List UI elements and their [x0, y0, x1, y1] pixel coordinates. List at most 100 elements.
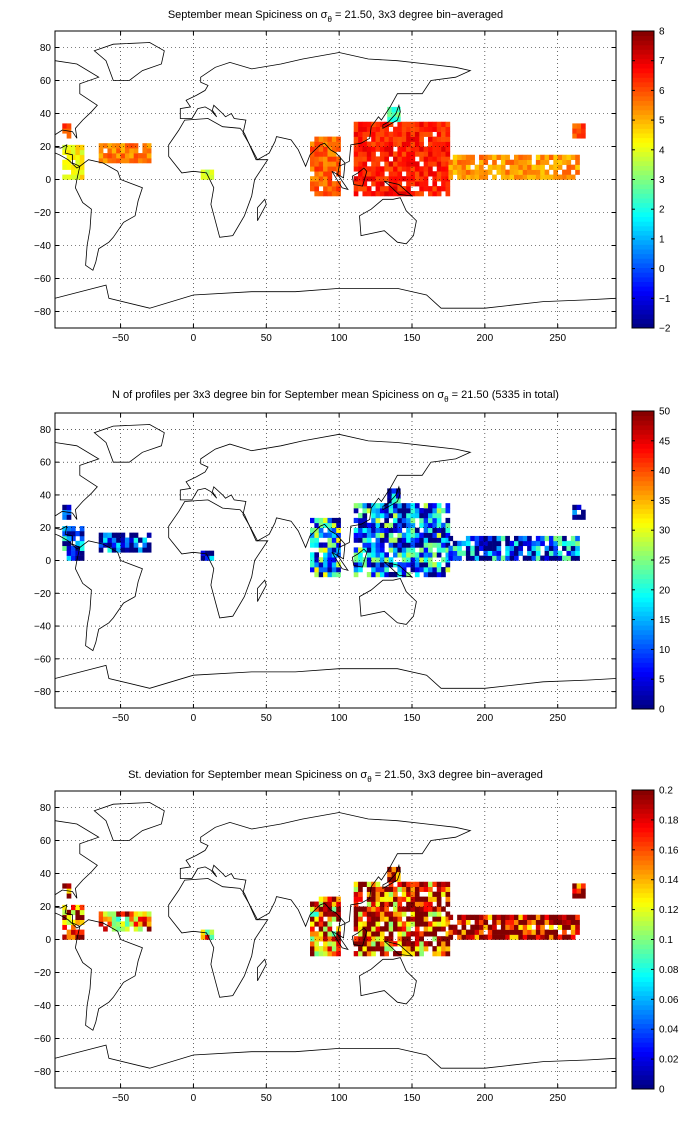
- data-cell: [505, 545, 510, 551]
- data-cell: [331, 136, 337, 142]
- data-cell: [553, 934, 559, 940]
- data-cell: [397, 527, 403, 533]
- data-cell: [371, 911, 376, 917]
- data-cell: [384, 503, 389, 509]
- data-cell: [366, 891, 372, 897]
- data-cell: [401, 881, 407, 887]
- data-cell: [384, 911, 389, 917]
- data-cell: [327, 936, 333, 942]
- colorbar-swatch: [632, 685, 654, 691]
- data-cell: [406, 951, 411, 957]
- data-cell: [461, 540, 467, 547]
- data-cell: [62, 909, 67, 916]
- data-cell: [310, 527, 315, 533]
- data-cell: [581, 128, 586, 134]
- data-cell: [379, 151, 385, 157]
- data-cell: [410, 146, 416, 152]
- data-cell: [432, 936, 438, 942]
- data-cell: [410, 881, 416, 887]
- data-cell: [572, 504, 577, 510]
- data-cell: [397, 886, 403, 892]
- data-cell: [419, 176, 424, 182]
- data-cell: [428, 517, 433, 524]
- data-cell: [522, 540, 528, 547]
- data-cell: [379, 552, 385, 558]
- data-cell: [75, 914, 81, 920]
- data-cell: [393, 171, 398, 177]
- data-cell: [384, 567, 389, 573]
- data-cell: [371, 121, 376, 127]
- data-cell: [353, 146, 359, 152]
- coastline: [351, 167, 368, 187]
- data-cell: [474, 924, 480, 930]
- data-cell: [71, 904, 76, 911]
- data-cell: [336, 136, 341, 142]
- colorbar-swatch: [632, 967, 654, 973]
- data-cell: [428, 121, 433, 127]
- data-cell: [423, 547, 429, 553]
- data-cell: [79, 919, 85, 925]
- data-cell: [393, 886, 398, 892]
- data-cell: [410, 906, 416, 912]
- data-cell: [487, 164, 493, 170]
- colorbar-swatch: [632, 295, 654, 301]
- data-cell: [111, 911, 117, 917]
- colorbar-swatch: [632, 165, 654, 171]
- data-cell: [336, 146, 341, 152]
- data-cell: [461, 154, 467, 160]
- data-cell: [527, 550, 532, 556]
- data-cell: [362, 906, 368, 912]
- colorbar-tick-label: 3: [659, 175, 665, 186]
- data-cell: [397, 517, 403, 524]
- data-cell: [428, 166, 433, 172]
- data-cell: [401, 911, 407, 917]
- data-cell: [553, 540, 559, 547]
- data-cell: [391, 493, 397, 499]
- data-cell: [79, 555, 85, 561]
- data-cell: [436, 567, 442, 573]
- data-cell: [535, 169, 541, 175]
- data-cell: [406, 891, 411, 897]
- data-cell: [514, 545, 519, 551]
- data-cell: [414, 901, 420, 907]
- data-cell: [366, 503, 372, 509]
- colorbar-swatch: [632, 114, 654, 120]
- colorbar-swatch: [632, 990, 654, 996]
- data-cell: [323, 517, 328, 524]
- data-cell: [432, 537, 438, 543]
- data-cell: [142, 148, 148, 154]
- colorbar-swatch: [632, 314, 654, 320]
- data-cell: [75, 144, 81, 151]
- data-cell: [535, 929, 541, 935]
- data-cell: [366, 916, 372, 922]
- data-cell: [445, 547, 451, 553]
- data-cell: [393, 537, 398, 543]
- data-cell: [414, 171, 420, 177]
- colorbar-swatch: [632, 615, 654, 621]
- data-cell: [129, 547, 134, 553]
- colorbar-swatch: [632, 174, 654, 180]
- data-cell: [576, 123, 582, 129]
- data-cell: [548, 934, 554, 940]
- data-cell: [465, 174, 471, 180]
- colorbar-swatch: [632, 874, 654, 880]
- data-cell: [379, 542, 385, 548]
- data-cell: [401, 176, 407, 182]
- data-cell: [62, 174, 67, 180]
- data-cell: [548, 540, 554, 547]
- data-cell: [310, 911, 315, 917]
- data-cell: [384, 921, 389, 927]
- data-cell: [423, 512, 429, 519]
- data-cell: [310, 931, 315, 937]
- data-cell: [362, 522, 368, 529]
- data-cell: [500, 914, 506, 920]
- colorbar-swatch: [632, 58, 654, 64]
- data-cell: [428, 886, 433, 892]
- data-cell: [397, 181, 403, 187]
- data-cell: [441, 532, 446, 538]
- colorbar-swatch: [632, 249, 654, 255]
- data-cell: [387, 866, 392, 873]
- data-cell: [353, 567, 359, 573]
- data-cell: [441, 936, 446, 942]
- data-cell: [375, 136, 381, 142]
